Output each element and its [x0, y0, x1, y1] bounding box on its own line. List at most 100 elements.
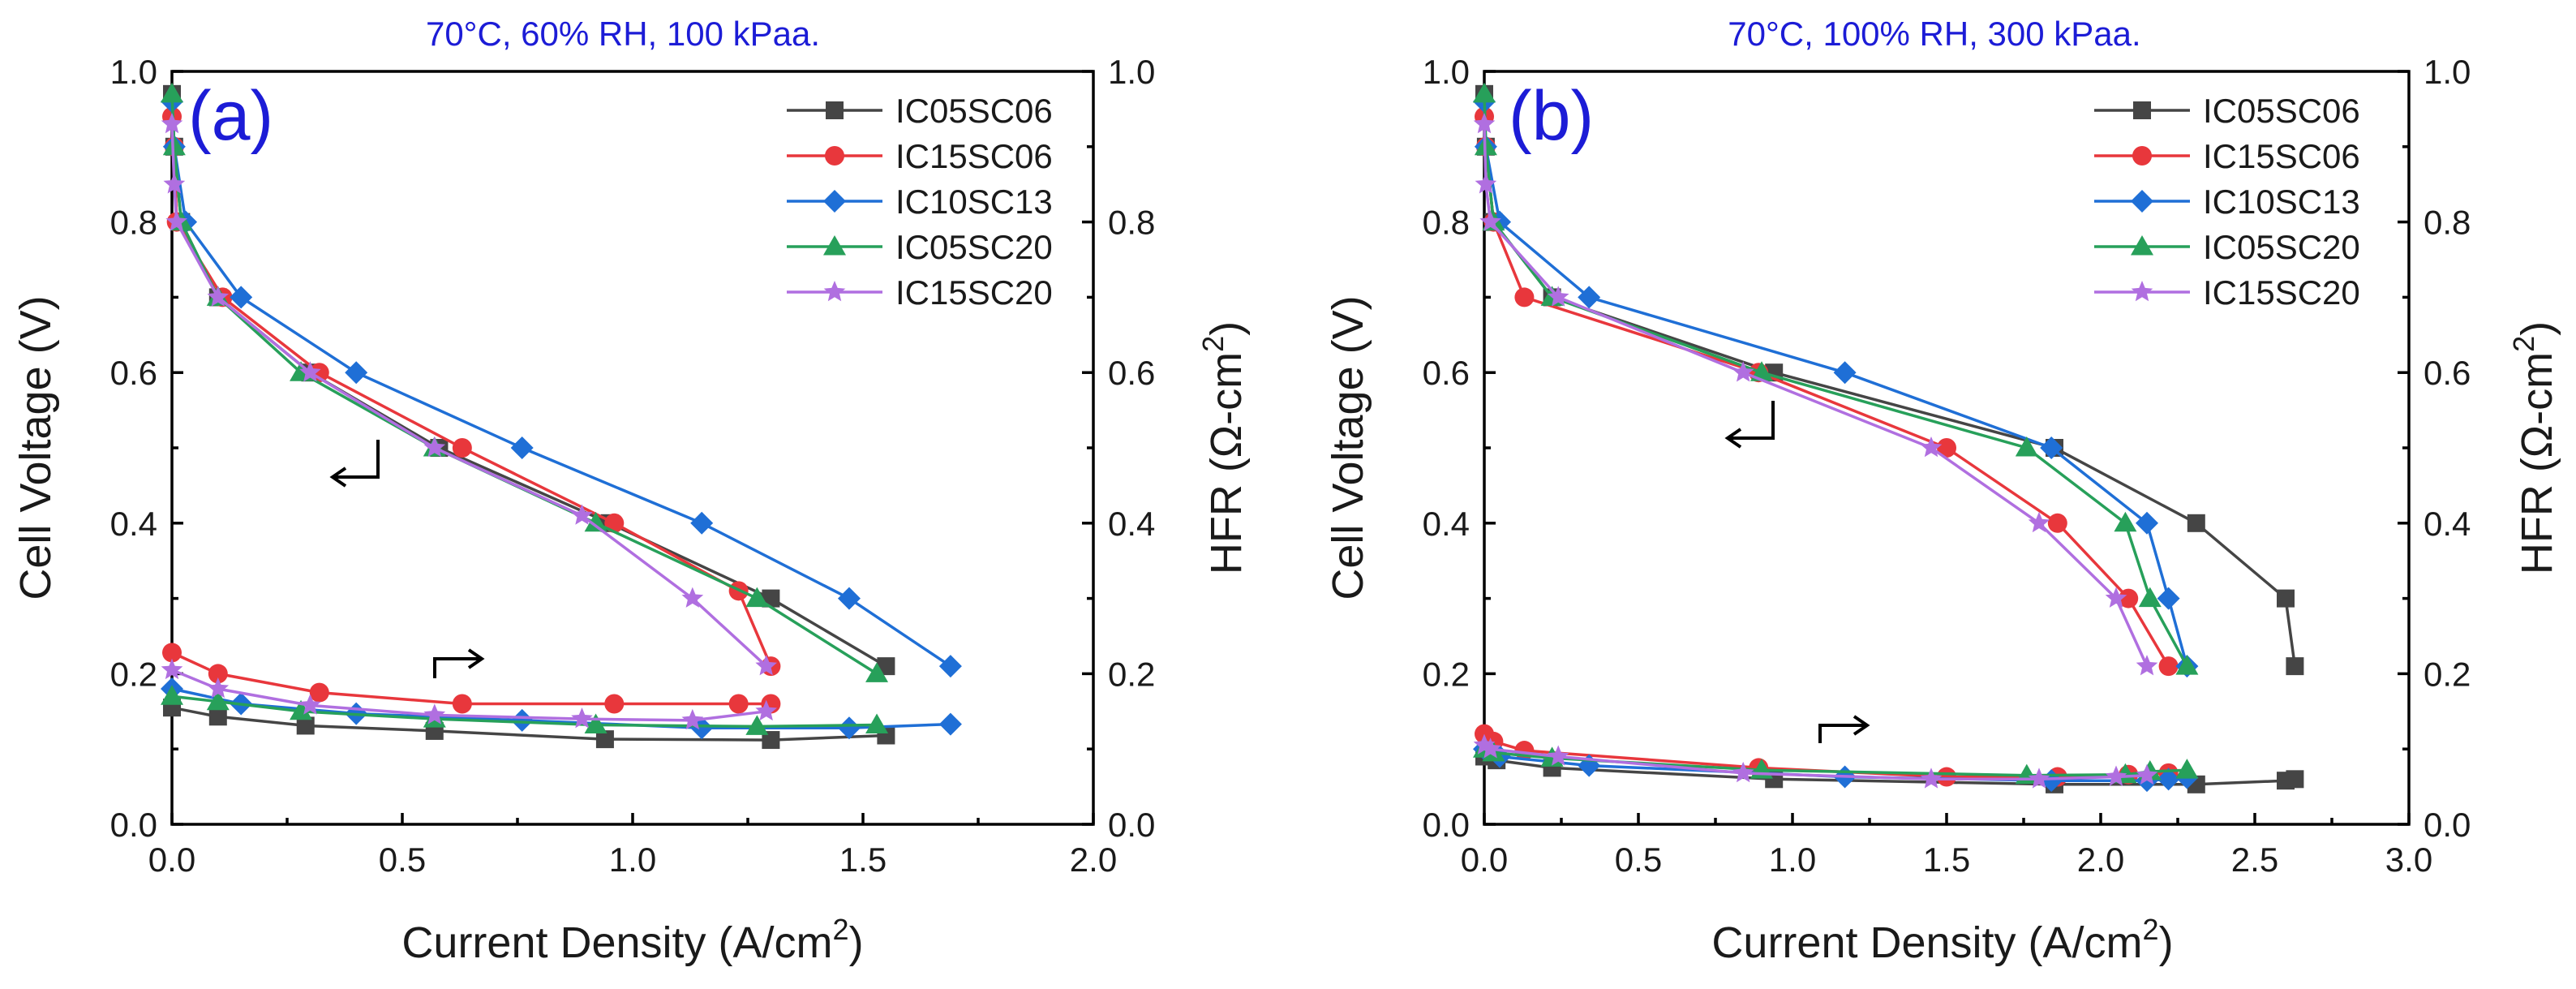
- panel-b-title: 70°C, 100% RH, 300 kPaa.: [1728, 15, 2140, 53]
- panel-a-y-right-tick-label: 0.0: [1108, 806, 1155, 844]
- panel-a: 70°C, 60% RH, 100 kPaa. (a) Current Dens…: [11, 15, 1251, 967]
- panel-b-series-ic15sc20-polarization-point: [2028, 511, 2050, 533]
- panel-b-y-right-tick-label: 0.2: [2424, 655, 2471, 693]
- panel-b-series-ic10sc13-hfr-point: [2157, 768, 2180, 791]
- panel-a-series-ic15sc20-hfr-point: [571, 707, 593, 729]
- panel-a-series-ic05sc06-polarization-point: [877, 657, 895, 676]
- panel-a-legend-marker: [823, 235, 846, 256]
- panel-a-series-ic15sc06-hfr-point: [208, 664, 228, 684]
- panel-a-series-ic05sc20-hfr-point: [206, 690, 230, 711]
- panel-a-series-ic05sc20-polarization-point: [161, 82, 183, 103]
- panel-a-series-ic15sc06-hfr-point: [452, 694, 472, 714]
- panel-b-series-ic05sc20-polarization-point: [1473, 82, 1496, 103]
- panel-a-y-right-tick-label: 0.6: [1108, 354, 1155, 392]
- panel-a-x-tick-label: 2.0: [1070, 841, 1117, 879]
- panel-a-series-ic10sc13-polarization-point: [345, 361, 368, 385]
- panel-b-y-right-tick-label: 0.6: [2424, 354, 2471, 392]
- panel-b-y-right-tick-label: 0.4: [2424, 505, 2471, 543]
- panel-b-letter: (b): [1509, 77, 1594, 155]
- panel-b-y-left-tick-label: 0.0: [1423, 806, 1470, 844]
- panel-b-series-ic15sc20-polarization-point: [2136, 655, 2158, 676]
- panel-b-x-axis-title: Current Density (A/cm2): [1711, 913, 2173, 967]
- panel-a-legend-label: IC05SC20: [895, 228, 1053, 266]
- panel-a-series-ic10sc13-polarization-point: [938, 655, 962, 678]
- panel-a-legend-label: IC15SC06: [895, 137, 1053, 175]
- panel-a-series-ic05sc20-hfr-point: [865, 713, 889, 734]
- panel-a-legend-marker: [826, 101, 844, 119]
- panel-b-series-ic15sc20-hfr-point: [1920, 768, 1943, 789]
- panel-a-y-right-tick-label: 0.2: [1108, 655, 1155, 693]
- panel-a-series-ic15sc20-polarization-point: [755, 655, 777, 676]
- panel-a-title: 70°C, 60% RH, 100 kPaa.: [426, 15, 820, 53]
- panel-b-series-ic15sc20-hfr-point: [1732, 761, 1754, 783]
- panel-b-legend-marker: [2131, 190, 2153, 213]
- panel-a-series-ic05sc06-hfr-point: [762, 731, 780, 750]
- panel-a-y-left-tick-label: 0.2: [110, 655, 157, 693]
- panel-a-series-ic10sc13-polarization-point: [510, 436, 534, 459]
- panel-b-series-ic15sc06-polarization-point: [1514, 287, 1535, 307]
- panel-b-series-ic10sc13-polarization-point: [1578, 286, 1601, 309]
- panel-a-series-ic05sc20-polarization-point: [745, 587, 769, 608]
- panel-b-legend-item: IC05SC06: [2094, 92, 2360, 130]
- panel-b-series-ic05sc06-polarization-line: [1483, 93, 2297, 667]
- panel-a-series-ic05sc20-polarization-point: [865, 662, 889, 682]
- panel-b-series-ic05sc06-polarization-point: [2187, 514, 2205, 532]
- panel-a-series-ic05sc20-polarization-point: [162, 135, 186, 156]
- panel-a-legend-item: IC05SC06: [787, 92, 1053, 130]
- panel-a-hfr-arrow-icon: [433, 648, 485, 678]
- panel-b-series-ic15sc20-polarization-point: [2105, 587, 2127, 608]
- panel-a-series-ic15sc06-hfr-point: [604, 694, 625, 714]
- panel-a-series-ic15sc20-polarization-point: [571, 504, 593, 525]
- panel-a-series-ic15sc20-hfr-line: [171, 669, 766, 722]
- panel-b-x-tick-label: 0.5: [1615, 841, 1662, 879]
- panel-a-series-ic15sc20-hfr-point: [207, 677, 230, 699]
- panel-a-series-ic05sc20-hfr-point: [584, 713, 608, 734]
- panel-a-series-ic15sc06-hfr-point: [162, 643, 182, 663]
- panel-b-y-right-title: HFR (Ω-cm2): [2507, 321, 2561, 574]
- panel-a-letter: (a): [188, 77, 273, 155]
- panel-b-legend-label: IC15SC06: [2203, 137, 2360, 175]
- panel-a-series-ic15sc20-polarization-point: [163, 173, 186, 194]
- panel-b-series-ic15sc06-polarization-point: [1937, 438, 1956, 458]
- panel-b-series-ic05sc20-hfr-point: [2175, 759, 2199, 779]
- panel-b-series-ic15sc06-hfr-point: [1937, 767, 1956, 787]
- panel-b-y-left-tick-label: 0.4: [1423, 505, 1470, 543]
- panel-b-series-ic15sc20-hfr-point: [2105, 765, 2127, 786]
- panel-b-legend-label: IC05SC06: [2203, 92, 2360, 130]
- panel-b-series-ic05sc20-polarization-point: [2114, 511, 2137, 532]
- panel-a-legend-label: IC05SC06: [895, 92, 1053, 130]
- panel-a-y-right-tick-label: 0.4: [1108, 505, 1155, 543]
- panel-a-x-axis-title: Current Density (A/cm2): [401, 913, 863, 967]
- panel-b-legend-item: IC15SC06: [2094, 137, 2360, 175]
- panel-a-series-ic05sc06-hfr-point: [208, 707, 227, 726]
- panel-a-series-ic15sc06-hfr-point: [309, 682, 329, 703]
- panel-a-series-ic15sc06-polarization-point: [452, 438, 472, 458]
- panel-a-series-ic10sc13-hfr-point: [510, 708, 534, 732]
- panel-b-series-ic15sc20-hfr-point: [1547, 745, 1569, 766]
- panel-a-series-ic15sc20-hfr-point: [161, 658, 183, 680]
- panel-a-series-ic15sc20-hfr-point: [755, 699, 777, 721]
- panel-b-series-ic15sc06-polarization-point: [2158, 656, 2179, 677]
- panel-b-series-ic15sc20-polarization-point: [1920, 436, 1943, 458]
- panel-b-y-right-tick-label: 0.0: [2424, 806, 2471, 844]
- panel-a-series-ic05sc06-hfr-point: [595, 730, 614, 749]
- panel-a-series-ic15sc20-polarization-point: [165, 210, 187, 231]
- panel-a-series-ic15sc20-polarization-point: [299, 361, 321, 382]
- panel-b-y-right-tick-label: 1.0: [2424, 53, 2471, 91]
- panel-a-y-right-title: HFR (Ω-cm2): [1196, 321, 1251, 574]
- panel-b-legend-label: IC15SC20: [2203, 273, 2360, 312]
- panel-b-legend-label: IC10SC13: [2203, 183, 2360, 221]
- panel-a-series-ic05sc20-hfr-point: [161, 685, 183, 705]
- panel-a-x-tick-label: 0.5: [379, 841, 426, 879]
- panel-b-voltage-arrow-icon: [1724, 401, 1775, 449]
- panel-a-x-tick-label: 1.5: [839, 841, 887, 879]
- panel-a-series-ic15sc20-polarization-point: [207, 286, 230, 307]
- panel-b-series-ic05sc06-polarization-point: [2277, 589, 2295, 608]
- panel-b-x-tick-label: 2.0: [2077, 841, 2124, 879]
- panel-a-y-right-tick-label: 0.8: [1108, 204, 1155, 242]
- panel-a-series-ic15sc20-polarization-point: [681, 587, 704, 608]
- panel-a-y-left-tick-label: 0.0: [110, 806, 157, 844]
- panel-b-series-ic05sc06-polarization-point: [2286, 657, 2304, 676]
- panel-b: 70°C, 100% RH, 300 kPaa. (b) Current Den…: [1324, 15, 2561, 967]
